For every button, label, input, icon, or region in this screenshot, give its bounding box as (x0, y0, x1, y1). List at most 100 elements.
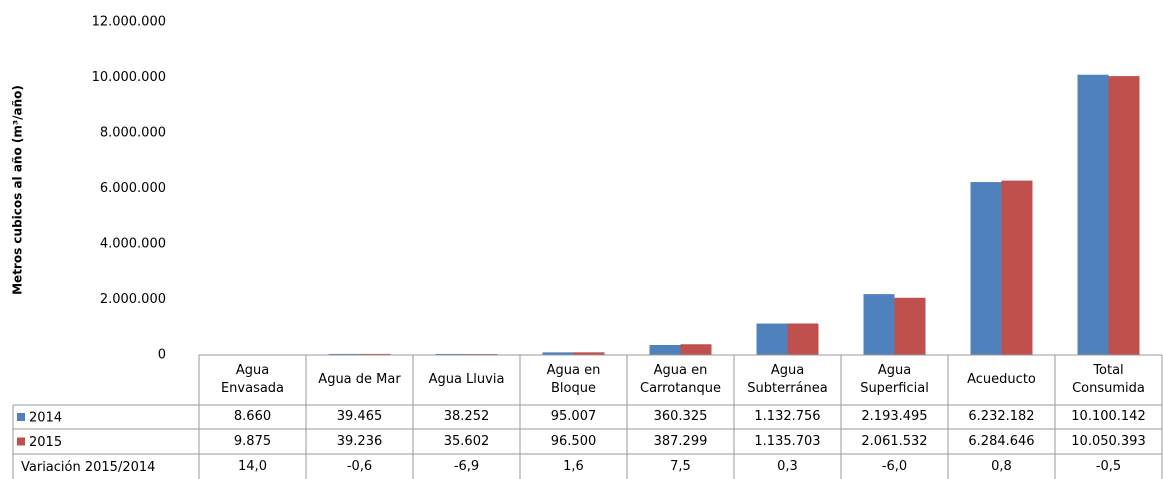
y-tick-label: 2.000.000 (100, 292, 166, 307)
y-tick-label: 0 (158, 348, 166, 363)
y-axis-title: Metros cubicos al año (m³/año) (11, 85, 25, 295)
category-label: Agua de Mar (318, 372, 401, 387)
table-value-box: 0,3 (777, 458, 798, 474)
category-label-box: Acueducto (967, 372, 1036, 387)
table-value-box: -0,6 (346, 458, 373, 474)
category-label-box: Agua en Bloque (546, 363, 601, 396)
table-value: -6,0 (881, 458, 908, 474)
table-value: 1.135.703 (754, 433, 821, 449)
table-value-box: 7,5 (670, 458, 691, 474)
category-label-box: Agua de Mar (318, 372, 401, 387)
table-value: 39.236 (336, 433, 383, 449)
bar (1077, 74, 1109, 355)
table-value-box: 10.100.142 (1071, 409, 1146, 424)
table-value-box: 95.007 (550, 409, 597, 424)
table-value-box: 38.252 (443, 409, 490, 424)
table-value: 8.660 (233, 409, 272, 424)
table-value: 14,0 (238, 458, 267, 474)
table-value: 35.602 (443, 433, 490, 449)
table-value: 360.325 (653, 409, 708, 424)
bar (680, 344, 712, 355)
table-value: -0,5 (1095, 458, 1122, 474)
legend-marker (17, 437, 25, 446)
table-value: 0,3 (777, 458, 798, 474)
category-label: Agua Lluvia (428, 372, 505, 387)
category-label-box: Total Consumida (1072, 363, 1145, 396)
bar (756, 323, 788, 355)
bar (359, 353, 391, 355)
table-value-box: 8.660 (233, 409, 272, 424)
category-label: Acueducto (967, 372, 1036, 387)
table-value-box: -6,0 (881, 458, 908, 474)
table-value: 6.232.182 (968, 409, 1035, 424)
table-value-box: 96.500 (550, 433, 597, 449)
table-value-box: 1.135.703 (754, 433, 821, 449)
bar (573, 352, 605, 355)
y-tick-label: 8.000.000 (100, 126, 166, 141)
table-value: 387.299 (653, 433, 708, 449)
category-label-box: Agua Envasada (220, 363, 285, 396)
y-tick-label: 12.000.000 (92, 15, 166, 30)
category-label: Agua Subterránea (747, 363, 828, 396)
table-value: 38.252 (443, 409, 490, 424)
category-label-box: Agua Lluvia (428, 372, 505, 387)
legend-label: 2014 (29, 411, 62, 426)
category-label: Agua en Carrotanque (640, 363, 721, 396)
table-value-box: 6.232.182 (968, 409, 1035, 424)
category-label-box: Agua Subterránea (747, 363, 828, 396)
table-value: 10.050.393 (1071, 433, 1146, 449)
table-value-box: 10.050.393 (1071, 433, 1146, 449)
table-value: 2.193.495 (861, 409, 928, 424)
table-value-box: 387.299 (653, 433, 708, 449)
category-label: Agua en Bloque (546, 363, 601, 396)
legend-marker (17, 413, 25, 421)
table-value-box: 360.325 (653, 409, 708, 424)
table-value-box: 39.236 (336, 433, 383, 449)
table-value-box: 14,0 (238, 458, 267, 474)
table-value: -6,9 (453, 458, 480, 474)
bar (435, 353, 467, 355)
table-value: 0,8 (991, 458, 1012, 474)
category-label: Total Consumida (1072, 363, 1145, 396)
category-label: Agua Superficial (860, 363, 929, 396)
bar (970, 182, 1002, 355)
table-value-box: 2.193.495 (861, 409, 928, 424)
bar (649, 345, 681, 355)
category-label-box: Agua Superficial (860, 363, 929, 396)
table-value-box: 39.465 (336, 409, 383, 424)
y-tick-label: 10.000.000 (92, 70, 166, 85)
bar (542, 352, 574, 355)
table-value: 39.465 (336, 409, 383, 424)
table-value: 95.007 (550, 409, 597, 424)
table-value-box: 1,6 (563, 458, 584, 474)
y-tick-label: 6.000.000 (100, 181, 166, 196)
table-value: 6.284.646 (968, 433, 1035, 449)
category-label: Agua Envasada (220, 363, 285, 396)
table-value: 7,5 (670, 458, 691, 474)
variation-label: Variación 2015/2014 (21, 460, 155, 475)
y-tick-label: 4.000.000 (100, 237, 166, 252)
table-value: -0,6 (346, 458, 373, 474)
table-value-box: -0,5 (1095, 458, 1122, 474)
bar (1108, 76, 1140, 355)
table-value-box: 0,8 (991, 458, 1012, 474)
table-value: 9.875 (233, 433, 272, 449)
table-value-box: 6.284.646 (968, 433, 1035, 449)
table-value-box: 1.132.756 (754, 409, 821, 424)
bar (328, 353, 360, 355)
bar (787, 323, 819, 355)
category-label-box: Agua en Carrotanque (640, 363, 721, 396)
table-value-box: -6,9 (453, 458, 480, 474)
legend-label: 2015 (29, 435, 62, 450)
table-value: 1.132.756 (754, 409, 821, 424)
table-value: 2.061.532 (861, 433, 928, 449)
table-value: 1,6 (563, 458, 584, 474)
table-value-box: 9.875 (233, 433, 272, 449)
bar (894, 297, 926, 355)
table-value: 96.500 (550, 433, 597, 449)
table-value-box: 35.602 (443, 433, 490, 449)
table-value: 10.100.142 (1071, 409, 1146, 424)
bar (863, 294, 895, 355)
bar (1001, 180, 1033, 355)
